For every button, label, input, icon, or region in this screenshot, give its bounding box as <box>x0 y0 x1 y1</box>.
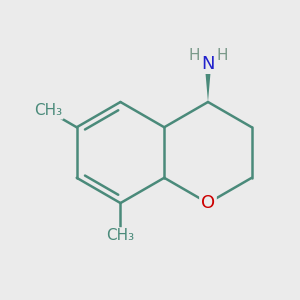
Text: H: H <box>188 47 200 62</box>
Text: H: H <box>216 47 228 62</box>
Text: N: N <box>201 55 215 73</box>
Text: CH₃: CH₃ <box>106 228 134 243</box>
Text: O: O <box>201 194 215 212</box>
Text: CH₃: CH₃ <box>34 103 62 118</box>
Polygon shape <box>205 64 211 102</box>
